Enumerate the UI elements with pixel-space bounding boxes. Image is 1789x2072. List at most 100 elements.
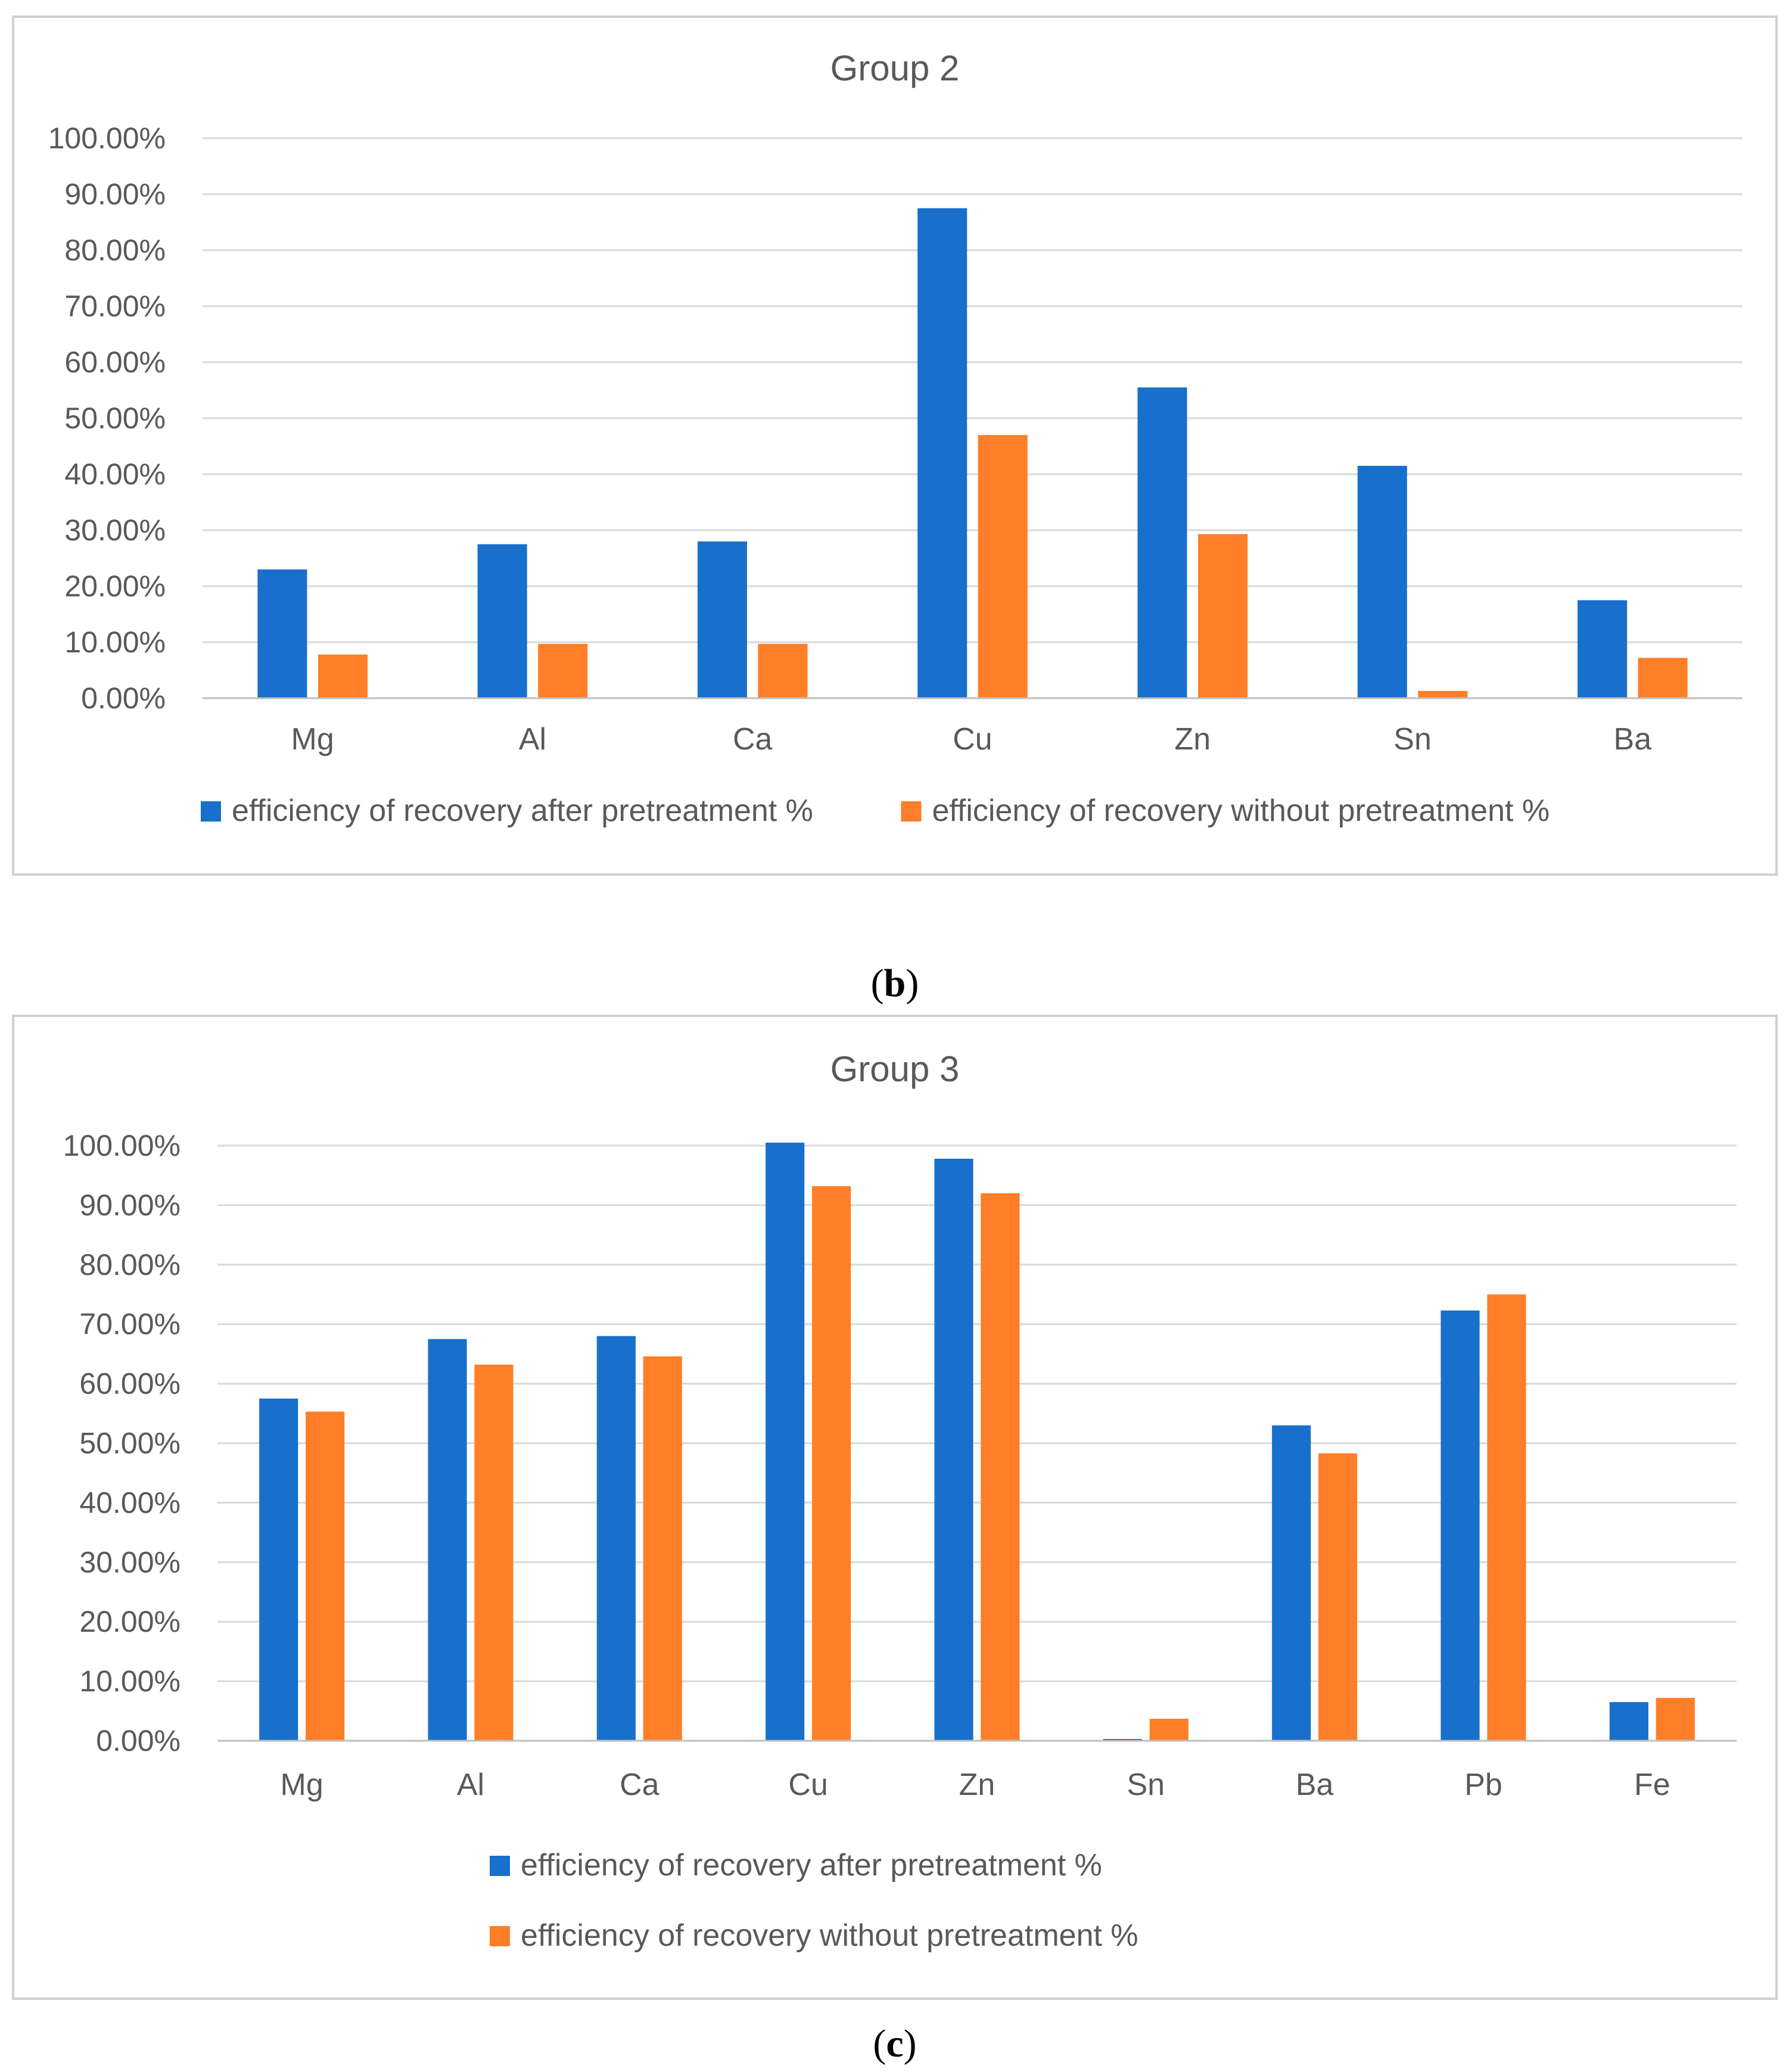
bar-ca-series-2	[643, 1356, 682, 1741]
legend-label: efficiency of recovery without pretreatm…	[521, 1918, 1138, 1953]
bar-pb-series-1	[1440, 1310, 1480, 1741]
bar-mg-series-1	[257, 569, 307, 698]
bar-ba-series-2	[1638, 658, 1688, 698]
caption-letter: c	[886, 2022, 903, 2065]
category-label: Fe	[1634, 1768, 1670, 1802]
bar-ca-series-1	[697, 541, 747, 698]
bar-ba-series-1	[1578, 600, 1628, 698]
bar-ba-series-2	[1318, 1453, 1358, 1741]
legend-label: efficiency of recovery after pretreatmen…	[232, 794, 813, 828]
category-label: Al	[457, 1768, 484, 1802]
gridlines	[203, 137, 1743, 643]
category-label: Cu	[788, 1768, 827, 1802]
category-labels: Mg Al Ca Cu Zn Sn Ba Pb Fe	[281, 1768, 1670, 1802]
chart-title: Group 3	[830, 1049, 960, 1089]
category-label: Sn	[1393, 722, 1432, 757]
y-tick-label: 0.00%	[96, 1724, 181, 1757]
category-label: Cu	[953, 722, 992, 757]
bar-sn-series-2	[1149, 1719, 1188, 1741]
bar-sn-series-1	[1357, 465, 1407, 698]
y-tick-label: 40.00%	[79, 1486, 181, 1519]
y-tick-label: 50.00%	[64, 402, 166, 435]
chart-group-3: Group 3 0.00% 10.00% 20.00% 30.00% 40.00% 50.…	[12, 1015, 1778, 2000]
caption-close: )	[906, 962, 919, 1005]
y-tick-label: 60.00%	[79, 1367, 181, 1401]
category-label: Zn	[1174, 722, 1211, 757]
bar-mg-series-2	[306, 1411, 345, 1741]
caption-close: )	[904, 2022, 917, 2065]
legend-label: efficiency of recovery after pretreatmen…	[521, 1848, 1102, 1883]
bar-ca-series-1	[596, 1336, 636, 1741]
bar-fe-series-2	[1656, 1698, 1695, 1741]
bar-al-series-1	[477, 544, 527, 698]
bar-ba-series-1	[1272, 1425, 1311, 1741]
bar-cu-series-1	[917, 208, 967, 698]
category-label: Zn	[959, 1768, 995, 1802]
y-tick-label: 0.00%	[81, 682, 166, 715]
y-tick-label: 30.00%	[64, 514, 166, 547]
y-tick-label: 30.00%	[79, 1545, 181, 1579]
category-label: Ba	[1614, 722, 1652, 757]
y-tick-label: 100.00%	[63, 1129, 181, 1162]
legend-swatch	[901, 801, 922, 822]
caption-b: (b)	[871, 962, 919, 1005]
legend: efficiency of recovery after pretreatmen…	[490, 1848, 1138, 1953]
category-label: Ba	[1296, 1768, 1334, 1802]
y-tick-label: 70.00%	[64, 290, 166, 323]
bar-mg-series-1	[259, 1398, 298, 1741]
category-label: Mg	[291, 722, 334, 757]
bar-pb-series-2	[1487, 1294, 1526, 1741]
bar-zn-series-2	[981, 1193, 1020, 1741]
bar-cu-series-2	[812, 1186, 851, 1741]
bar-al-series-2	[474, 1364, 514, 1741]
y-tick-label: 10.00%	[64, 626, 166, 659]
category-label: Pb	[1464, 1768, 1502, 1802]
category-label: Al	[519, 722, 546, 757]
bar-zn-series-2	[1198, 534, 1248, 698]
bar-fe-series-1	[1609, 1702, 1648, 1741]
legend-swatch	[490, 1856, 510, 1876]
caption-open: (	[873, 2022, 886, 2065]
caption-open: (	[871, 962, 884, 1005]
y-tick-label: 10.00%	[79, 1665, 181, 1698]
chart-title: Group 2	[830, 48, 960, 88]
caption-letter: b	[884, 962, 906, 1005]
legend-label: efficiency of recovery without pretreatm…	[932, 794, 1550, 828]
y-tick-labels: 0.00% 10.00% 20.00% 30.00% 40.00% 50.00% 60.00…	[63, 1129, 181, 1757]
y-tick-label: 80.00%	[64, 234, 166, 267]
y-tick-label: 50.00%	[79, 1427, 181, 1460]
y-tick-label: 80.00%	[79, 1248, 181, 1281]
y-tick-label: 90.00%	[64, 178, 166, 211]
bar-al-series-2	[538, 643, 588, 698]
bar-zn-series-1	[1137, 387, 1187, 698]
caption-c: (c)	[873, 2022, 916, 2065]
bars	[257, 208, 1688, 698]
legend-swatch	[201, 801, 221, 822]
y-tick-label: 20.00%	[64, 570, 166, 603]
bars	[259, 1143, 1695, 1741]
y-tick-label: 20.00%	[79, 1605, 181, 1638]
bar-cu-series-1	[766, 1143, 805, 1741]
bar-mg-series-2	[318, 654, 368, 698]
bar-zn-series-1	[934, 1158, 973, 1741]
y-tick-labels: 0.00% 10.00% 20.00% 30.00% 40.00% 50.00% 60.00…	[48, 122, 166, 715]
chart-group-2: Group 2 0.00% 10.00% 20.00% 30.00% 40.00% 50.…	[12, 15, 1778, 876]
bar-al-series-1	[428, 1339, 467, 1741]
chart-frame	[12, 15, 1778, 876]
y-tick-label: 60.00%	[64, 346, 166, 379]
bar-ca-series-2	[758, 643, 808, 698]
legend: efficiency of recovery after pretreatmen…	[201, 794, 1550, 828]
category-label: Sn	[1127, 1768, 1165, 1802]
gridlines	[217, 1144, 1737, 1682]
category-label: Mg	[281, 1768, 323, 1802]
category-labels: Mg Al Ca Cu Zn Sn Ba	[291, 722, 1652, 757]
legend-swatch	[490, 1926, 510, 1946]
category-label: Ca	[620, 1768, 659, 1802]
y-tick-label: 90.00%	[79, 1189, 181, 1222]
category-label: Ca	[733, 722, 773, 757]
bar-sn-series-2	[1418, 690, 1468, 698]
y-tick-label: 40.00%	[64, 458, 166, 491]
y-tick-label: 100.00%	[48, 122, 166, 155]
y-tick-label: 70.00%	[79, 1308, 181, 1341]
